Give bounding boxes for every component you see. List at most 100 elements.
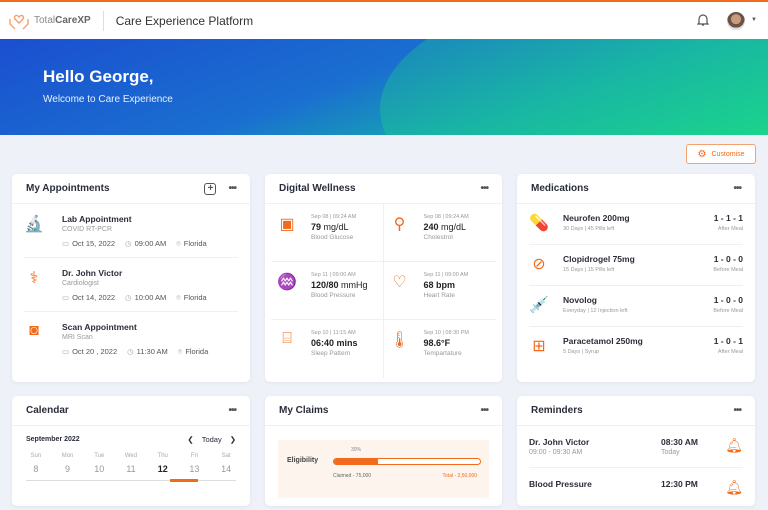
more-options-icon[interactable]: ••• — [228, 405, 236, 416]
eligibility-box: Eligibility 30% Claimed - 75,000 Total -… — [278, 440, 489, 498]
medication-item[interactable]: ⊞ Paracetamol 250mg 5 Days | Syrup 1 - 0… — [529, 327, 743, 368]
wellness-metric[interactable]: ⚲ Sep 08 | 09:24 AM 240 mg/dL Cholestrol — [383, 204, 496, 262]
appointment-item[interactable]: ⚕ Dr. John Victor Cardiologist ▭ Oct 14, … — [24, 258, 238, 312]
wellness-metric[interactable]: ▣ Sep 08 | 09:24 AM 79 mg/dL Blood Gluco… — [271, 204, 384, 262]
bed-icon: ⌸ — [282, 330, 292, 347]
location-pin-icon: ⌾ — [177, 347, 183, 356]
calendar-month: September 2022 — [26, 436, 80, 443]
reminder-title: Dr. John Victor — [529, 437, 590, 447]
metric-value: 68 bpm — [423, 280, 456, 290]
more-options-icon[interactable]: ••• — [480, 405, 488, 416]
welcome-text: Welcome to Care Experience — [43, 94, 173, 105]
wellness-metric[interactable]: 🌡 Sep 10 | 08:30 PM 98.6°F Tempartature — [384, 320, 497, 378]
card-title: Digital Wellness — [279, 183, 356, 194]
reminder-time: 08:30 AM — [661, 437, 699, 447]
weekday-label: Fri — [190, 453, 198, 459]
more-options-icon[interactable]: ••• — [733, 183, 741, 194]
day-number: 11 — [126, 464, 136, 474]
reminder-item[interactable]: Blood Pressure 12:30 PM 🔔︎ — [529, 468, 743, 510]
medication-dose: 1 - 0 - 0 — [713, 254, 743, 264]
chevron-down-icon[interactable]: ▼ — [751, 17, 757, 23]
medication-item[interactable]: ⊘ Clopidrogel 75mg 15 Days | 15 Pills le… — [529, 245, 743, 286]
metric-label: Blood Glucose — [311, 234, 354, 241]
week-indicator — [26, 479, 236, 482]
greeting: Hello George, — [43, 67, 154, 86]
clock-icon: ◷ — [125, 293, 132, 302]
medication-name: Novolog — [563, 295, 597, 305]
glucometer-icon: ▣ — [279, 216, 295, 233]
card-title: My Claims — [279, 405, 329, 416]
user-avatar[interactable] — [727, 12, 745, 30]
appointment-subtitle: MRI Scan — [62, 334, 93, 341]
card-title: My Appointments — [26, 183, 110, 194]
day-number: 13 — [189, 464, 200, 474]
gear-icon: ⚙ — [697, 148, 707, 160]
bell-icon[interactable]: 🔔︎ — [725, 479, 743, 495]
clock-icon: ◷ — [127, 347, 134, 356]
digital-wellness-card: Digital Wellness ••• ▣ Sep 08 | 09:24 AM … — [265, 174, 502, 382]
chevron-right-icon[interactable]: ❯ — [229, 435, 236, 444]
more-options-icon[interactable]: ••• — [480, 183, 488, 194]
medication-item[interactable]: 💊 Neurofen 200mg 30 Days | 45 Pills left… — [529, 204, 743, 245]
calendar-day[interactable]: Wed 11 — [115, 453, 147, 474]
calendar-day[interactable]: Mon 9 — [52, 453, 84, 474]
appointment-time: ◷ 10:00 AM — [125, 293, 167, 302]
platform-title: Care Experience Platform — [115, 13, 254, 28]
metric-label: Sleep Pattern — [311, 350, 351, 357]
appointment-title: Scan Appointment — [62, 322, 137, 332]
thermometer-icon: 🌡 — [389, 332, 410, 349]
wellness-metric[interactable]: ⌸ Sep 10 | 11:15 AM 06:40 mins Sleep Pat… — [271, 320, 384, 378]
logo[interactable]: TotalCareXP — [8, 11, 91, 31]
notification-bell-icon[interactable] — [697, 13, 709, 27]
appointment-location: ⌾ Florida — [176, 293, 207, 302]
appointment-time: ◷ 09:00 AM — [125, 239, 167, 248]
metric-label: Heart Rate — [423, 292, 455, 299]
reminder-time: 12:30 PM — [661, 479, 698, 489]
appointment-date: ▭ Oct 15, 2022 — [62, 239, 116, 248]
customise-button[interactable]: ⚙ Customise — [686, 144, 756, 164]
clock-icon: ◷ — [125, 239, 132, 248]
metric-label: Blood Pressure — [311, 292, 356, 299]
eligibility-progress-bar — [333, 458, 481, 465]
calendar-day[interactable]: Thu 12 — [147, 453, 179, 474]
metric-timestamp: Sep 11 | 09:00 AM — [311, 272, 356, 278]
top-bar: TotalCareXP Care Experience Platform ▼ — [0, 0, 768, 39]
calendar-day[interactable]: Sat 14 — [210, 453, 242, 474]
metric-timestamp: Sep 08 | 09:24 AM — [423, 214, 469, 220]
calendar-day[interactable]: Fri 13 — [179, 453, 211, 474]
reminder-title: Blood Pressure — [529, 479, 592, 489]
wellness-metric[interactable]: ♒ Sep 11 | 09:00 AM 120/80 mmHg Blood Pr… — [271, 262, 384, 320]
appointment-subtitle: COVID RT-PCR — [62, 226, 113, 233]
add-icon[interactable]: + — [204, 182, 217, 195]
medication-item[interactable]: 💉 Novolog Everyday | 12 Injection left 1… — [529, 286, 743, 327]
metric-value: 120/80 mmHg — [311, 280, 368, 290]
drumstick-icon: ⚲ — [393, 216, 406, 233]
today-button[interactable]: Today — [201, 435, 222, 444]
brand-name: TotalCareXP — [34, 15, 91, 26]
appointment-item[interactable]: 🔬 Lab Appointment COVID RT-PCR ▭ Oct 15, … — [24, 204, 238, 258]
medication-details: 5 Days | Syrup — [563, 349, 599, 355]
percent-label: 30% — [351, 447, 362, 453]
more-options-icon[interactable]: ••• — [733, 405, 741, 416]
medication-dose: 1 - 0 - 1 — [713, 336, 743, 346]
day-number: 8 — [33, 464, 39, 474]
calendar-day[interactable]: Sun 8 — [20, 453, 52, 474]
appointment-location: ⌾ Florida — [176, 239, 207, 248]
weekday-label: Thu — [157, 453, 168, 459]
chevron-left-icon[interactable]: ❮ — [187, 435, 194, 444]
metric-timestamp: Sep 10 | 11:15 AM — [311, 330, 356, 336]
appointment-item[interactable]: ◙ Scan Appointment MRI Scan ▭ Oct 20 , 20… — [24, 312, 238, 365]
more-options-icon[interactable]: ••• — [228, 183, 236, 194]
calendar-day[interactable]: Tue 10 — [83, 453, 115, 474]
progress-fill — [334, 459, 378, 464]
weekday-label: Mon — [61, 453, 74, 459]
bell-icon[interactable]: 🔔︎ — [725, 437, 743, 453]
weekday-label: Sat — [221, 453, 231, 459]
medication-dose: 1 - 1 - 1 — [713, 213, 743, 223]
reminder-item[interactable]: Dr. John Victor 09:00 - 09:30 AM 08:30 A… — [529, 426, 743, 468]
stethoscope-icon: ⚕ — [29, 270, 39, 287]
medication-dose: 1 - 0 - 0 — [713, 295, 743, 305]
day-number: 9 — [65, 464, 71, 474]
wellness-metric[interactable]: ♡ Sep 11 | 09:00 AM 68 bpm Heart Rate — [383, 262, 496, 320]
location-pin-icon: ⌾ — [176, 239, 181, 248]
